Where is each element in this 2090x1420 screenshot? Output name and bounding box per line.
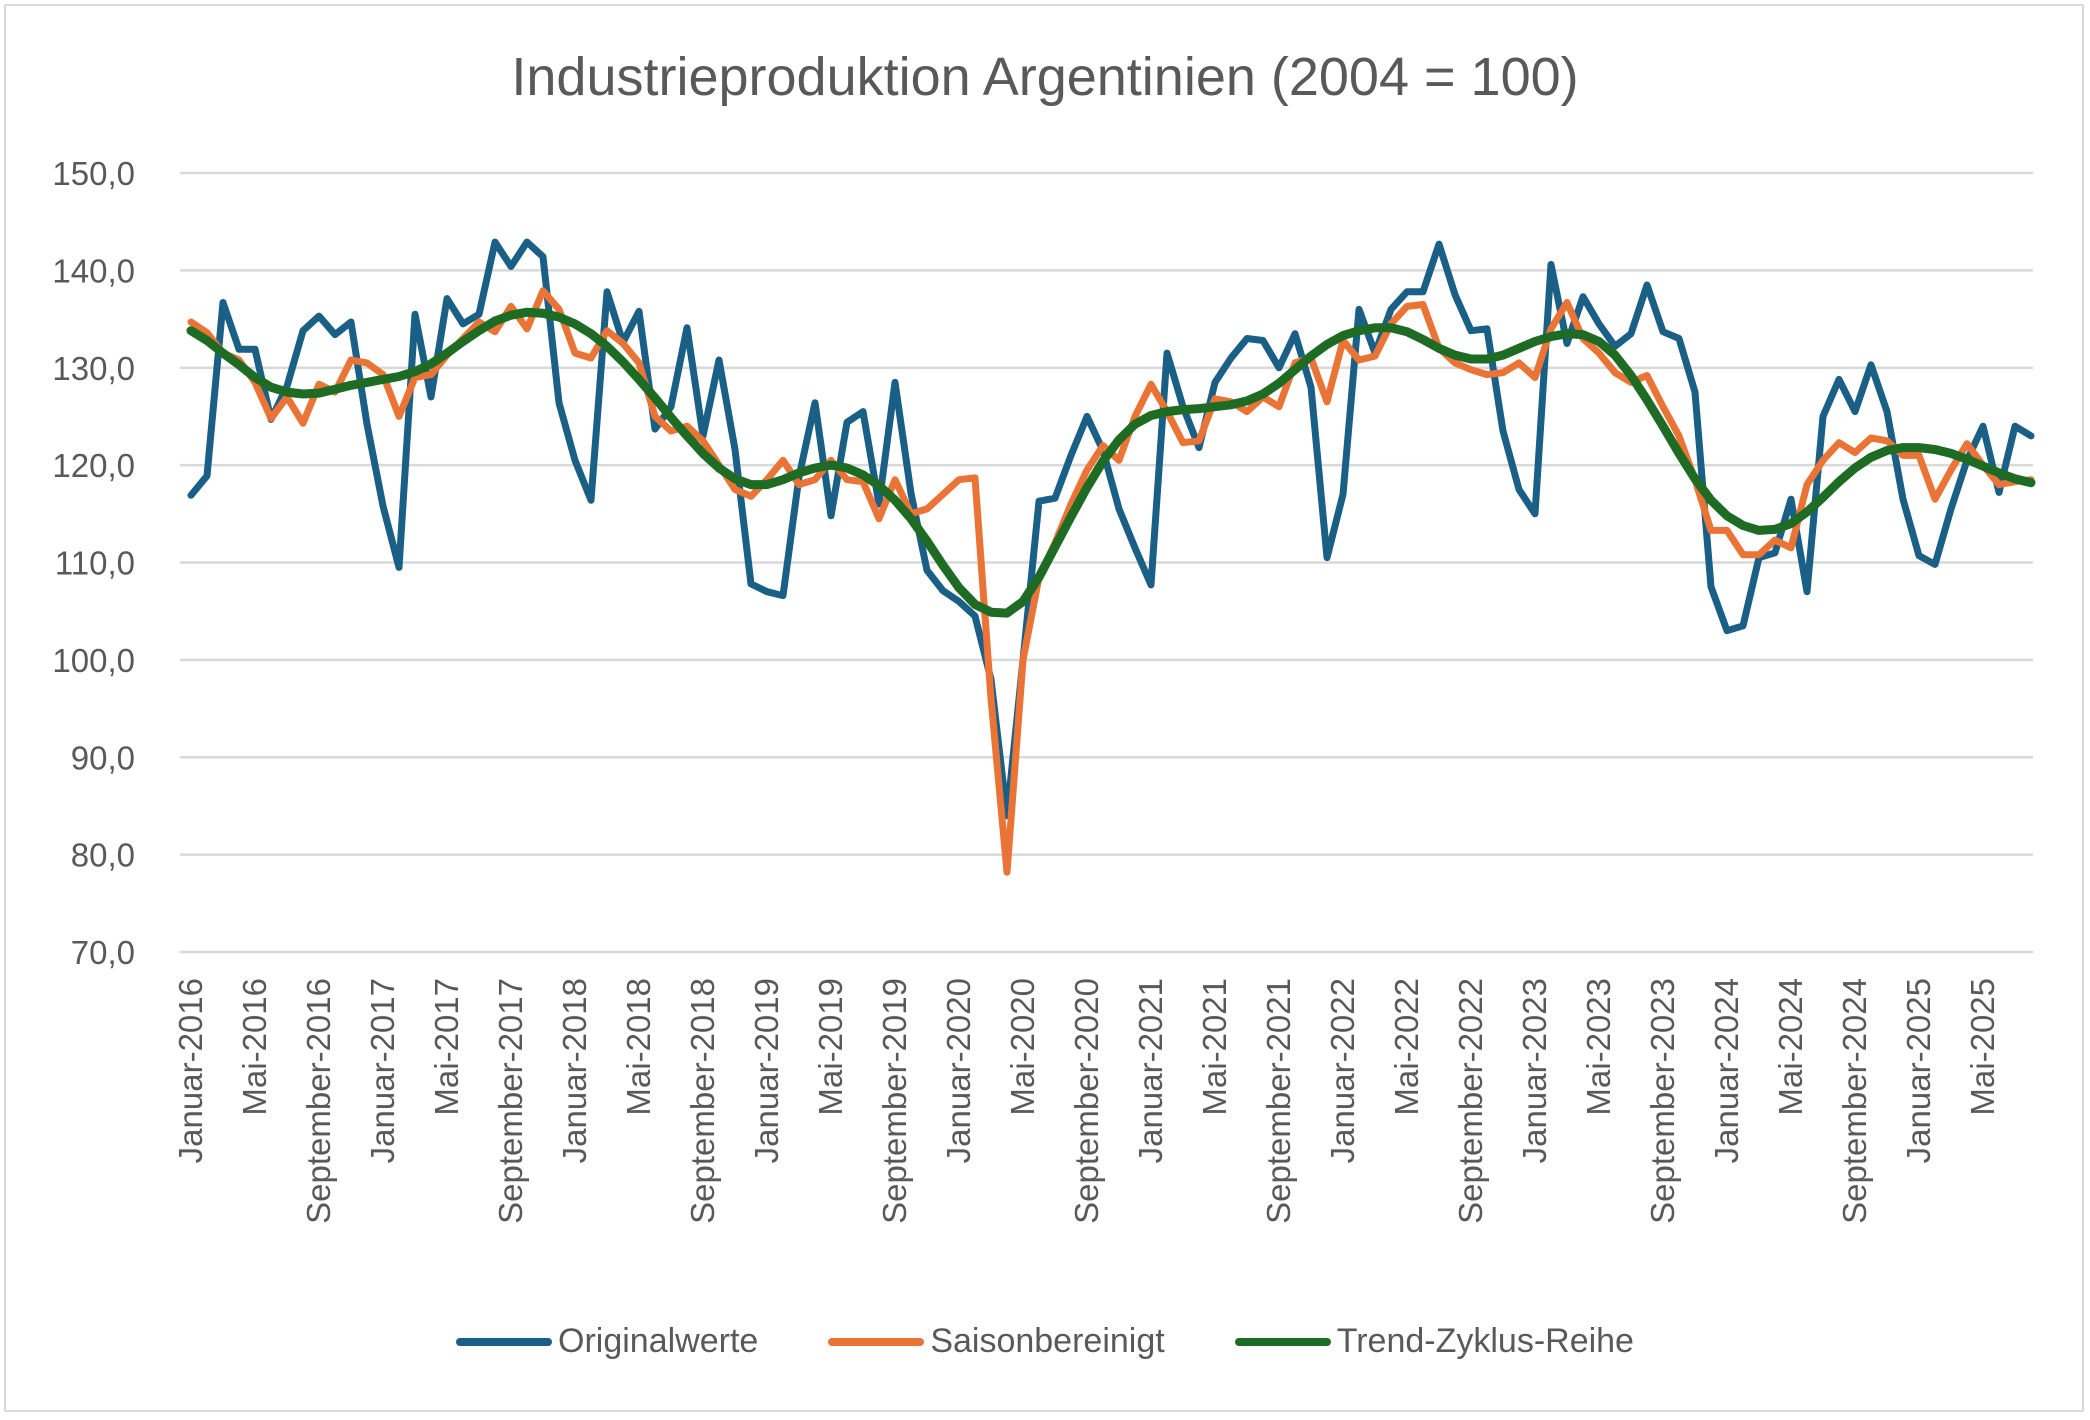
x-tick-label: Januar-2025 <box>1900 978 1937 1163</box>
legend-swatch-saisonbereinigt <box>828 1337 925 1346</box>
x-tick-label: Januar-2022 <box>1324 978 1361 1163</box>
y-tick-label: 80,0 <box>71 837 135 874</box>
x-tick-label: September-2020 <box>1068 978 1105 1224</box>
y-tick-label: 130,0 <box>52 350 135 387</box>
x-tick-label: September-2018 <box>684 978 721 1224</box>
x-tick-label: September-2021 <box>1260 978 1297 1224</box>
x-tick-label: Mai-2024 <box>1772 978 1809 1116</box>
y-tick-label: 110,0 <box>55 545 135 582</box>
x-tick-label: Januar-2019 <box>748 978 785 1163</box>
series-trend-zyklus-reihe <box>186 307 2036 618</box>
x-tick-label: Mai-2022 <box>1388 978 1425 1116</box>
x-tick-label: September-2016 <box>300 978 337 1224</box>
y-tick-label: 70,0 <box>71 934 135 971</box>
x-tick-label: Mai-2016 <box>236 978 273 1116</box>
x-tick-label: September-2019 <box>876 978 913 1224</box>
legend-label: Trend-Zyklus-Reihe <box>1336 1322 1634 1360</box>
x-tick-label: Januar-2023 <box>1516 978 1553 1163</box>
x-tick-label: Januar-2017 <box>364 978 401 1163</box>
legend-label: Originalwerte <box>558 1322 759 1360</box>
x-tick-label: Januar-2018 <box>556 978 593 1163</box>
legend: Originalwerte Saisonbereinigt Trend-Zykl… <box>0 1322 2090 1361</box>
x-tick-label: Januar-2020 <box>940 978 977 1163</box>
chart-title: Industrieproduktion Argentinien (2004 = … <box>511 47 1579 107</box>
x-tick-label: Januar-2021 <box>1132 978 1169 1163</box>
legend-swatch-trend <box>1234 1337 1331 1346</box>
x-tick-label: Januar-2016 <box>172 978 209 1163</box>
x-tick-label: Mai-2023 <box>1580 978 1617 1116</box>
y-tick-label: 90,0 <box>71 739 135 776</box>
y-tick-label: 140,0 <box>52 252 135 289</box>
legend-item-originalwerte[interactable]: Originalwerte <box>456 1322 758 1361</box>
x-tick-label: September-2024 <box>1836 978 1873 1224</box>
y-tick-label: 100,0 <box>52 642 135 679</box>
x-tick-label: Januar-2024 <box>1708 978 1745 1163</box>
x-tick-label: Mai-2017 <box>428 978 465 1116</box>
series-line <box>187 238 2035 820</box>
legend-label: Saisonbereinigt <box>930 1322 1165 1360</box>
x-tick-label: Mai-2025 <box>1964 978 2001 1116</box>
x-tick-label: September-2022 <box>1452 978 1489 1224</box>
series-line <box>186 307 2036 618</box>
x-tick-label: September-2017 <box>492 978 529 1224</box>
chart-frame <box>4 4 2084 1412</box>
y-tick-label: 150,0 <box>52 155 135 192</box>
legend-item-trend-zyklus-reihe[interactable]: Trend-Zyklus-Reihe <box>1234 1322 1634 1361</box>
x-tick-label: Mai-2021 <box>1196 978 1233 1116</box>
legend-swatch-originalwerte <box>456 1337 552 1346</box>
x-tick-label: September-2023 <box>1644 978 1681 1224</box>
legend-item-saisonbereinigt[interactable]: Saisonbereinigt <box>828 1322 1165 1361</box>
y-tick-label: 120,0 <box>52 447 135 484</box>
x-tick-label: Mai-2018 <box>620 978 657 1116</box>
x-tick-label: Mai-2019 <box>812 978 849 1116</box>
x-tick-label: Mai-2020 <box>1004 978 1041 1116</box>
